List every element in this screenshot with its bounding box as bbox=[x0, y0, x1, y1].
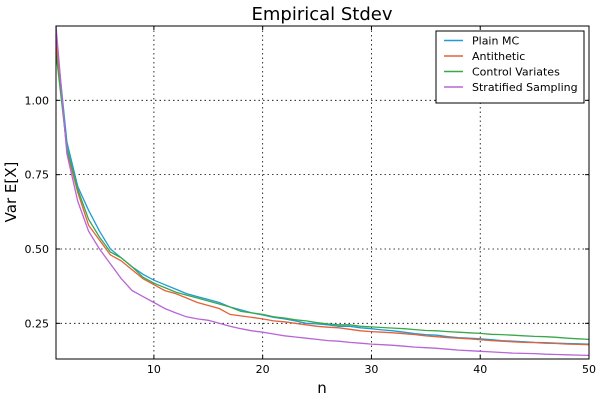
y-axis-ticks: 0.25 0.50 0.75 1.00 bbox=[25, 94, 589, 330]
x-tick-label: 50 bbox=[582, 363, 596, 376]
series-line-stratified-sampling bbox=[55, 25, 590, 357]
series-line-control-variates bbox=[55, 52, 590, 341]
y-tick-label: 0.50 bbox=[25, 243, 50, 256]
x-tick-label: 40 bbox=[473, 363, 487, 376]
x-tick-label: 10 bbox=[147, 363, 161, 376]
legend-box bbox=[435, 30, 585, 104]
series-group bbox=[55, 25, 590, 357]
legend-label-control-variates: Control Variates bbox=[472, 66, 560, 79]
y-axis-label: Var E[X] bbox=[2, 162, 20, 223]
y-tick-label: 1.00 bbox=[25, 94, 50, 107]
legend: Plain MC Antithetic Control Variates Strati… bbox=[435, 30, 585, 104]
chart-title: Empirical Stdev bbox=[251, 4, 392, 25]
legend-label-stratified-sampling: Stratified Sampling bbox=[472, 81, 578, 94]
plot-area bbox=[55, 25, 590, 360]
y-tick-label: 0.25 bbox=[25, 317, 50, 330]
x-tick-label: 30 bbox=[364, 363, 378, 376]
series-line-antithetic bbox=[55, 40, 590, 346]
legend-label-plain-mc: Plain MC bbox=[472, 35, 519, 48]
x-tick-label: 20 bbox=[256, 363, 270, 376]
y-tick-label: 0.75 bbox=[25, 169, 50, 182]
legend-label-antithetic: Antithetic bbox=[472, 50, 525, 63]
x-axis-ticks: 10 20 30 40 50 bbox=[147, 26, 596, 376]
x-axis-label: n bbox=[317, 379, 327, 397]
